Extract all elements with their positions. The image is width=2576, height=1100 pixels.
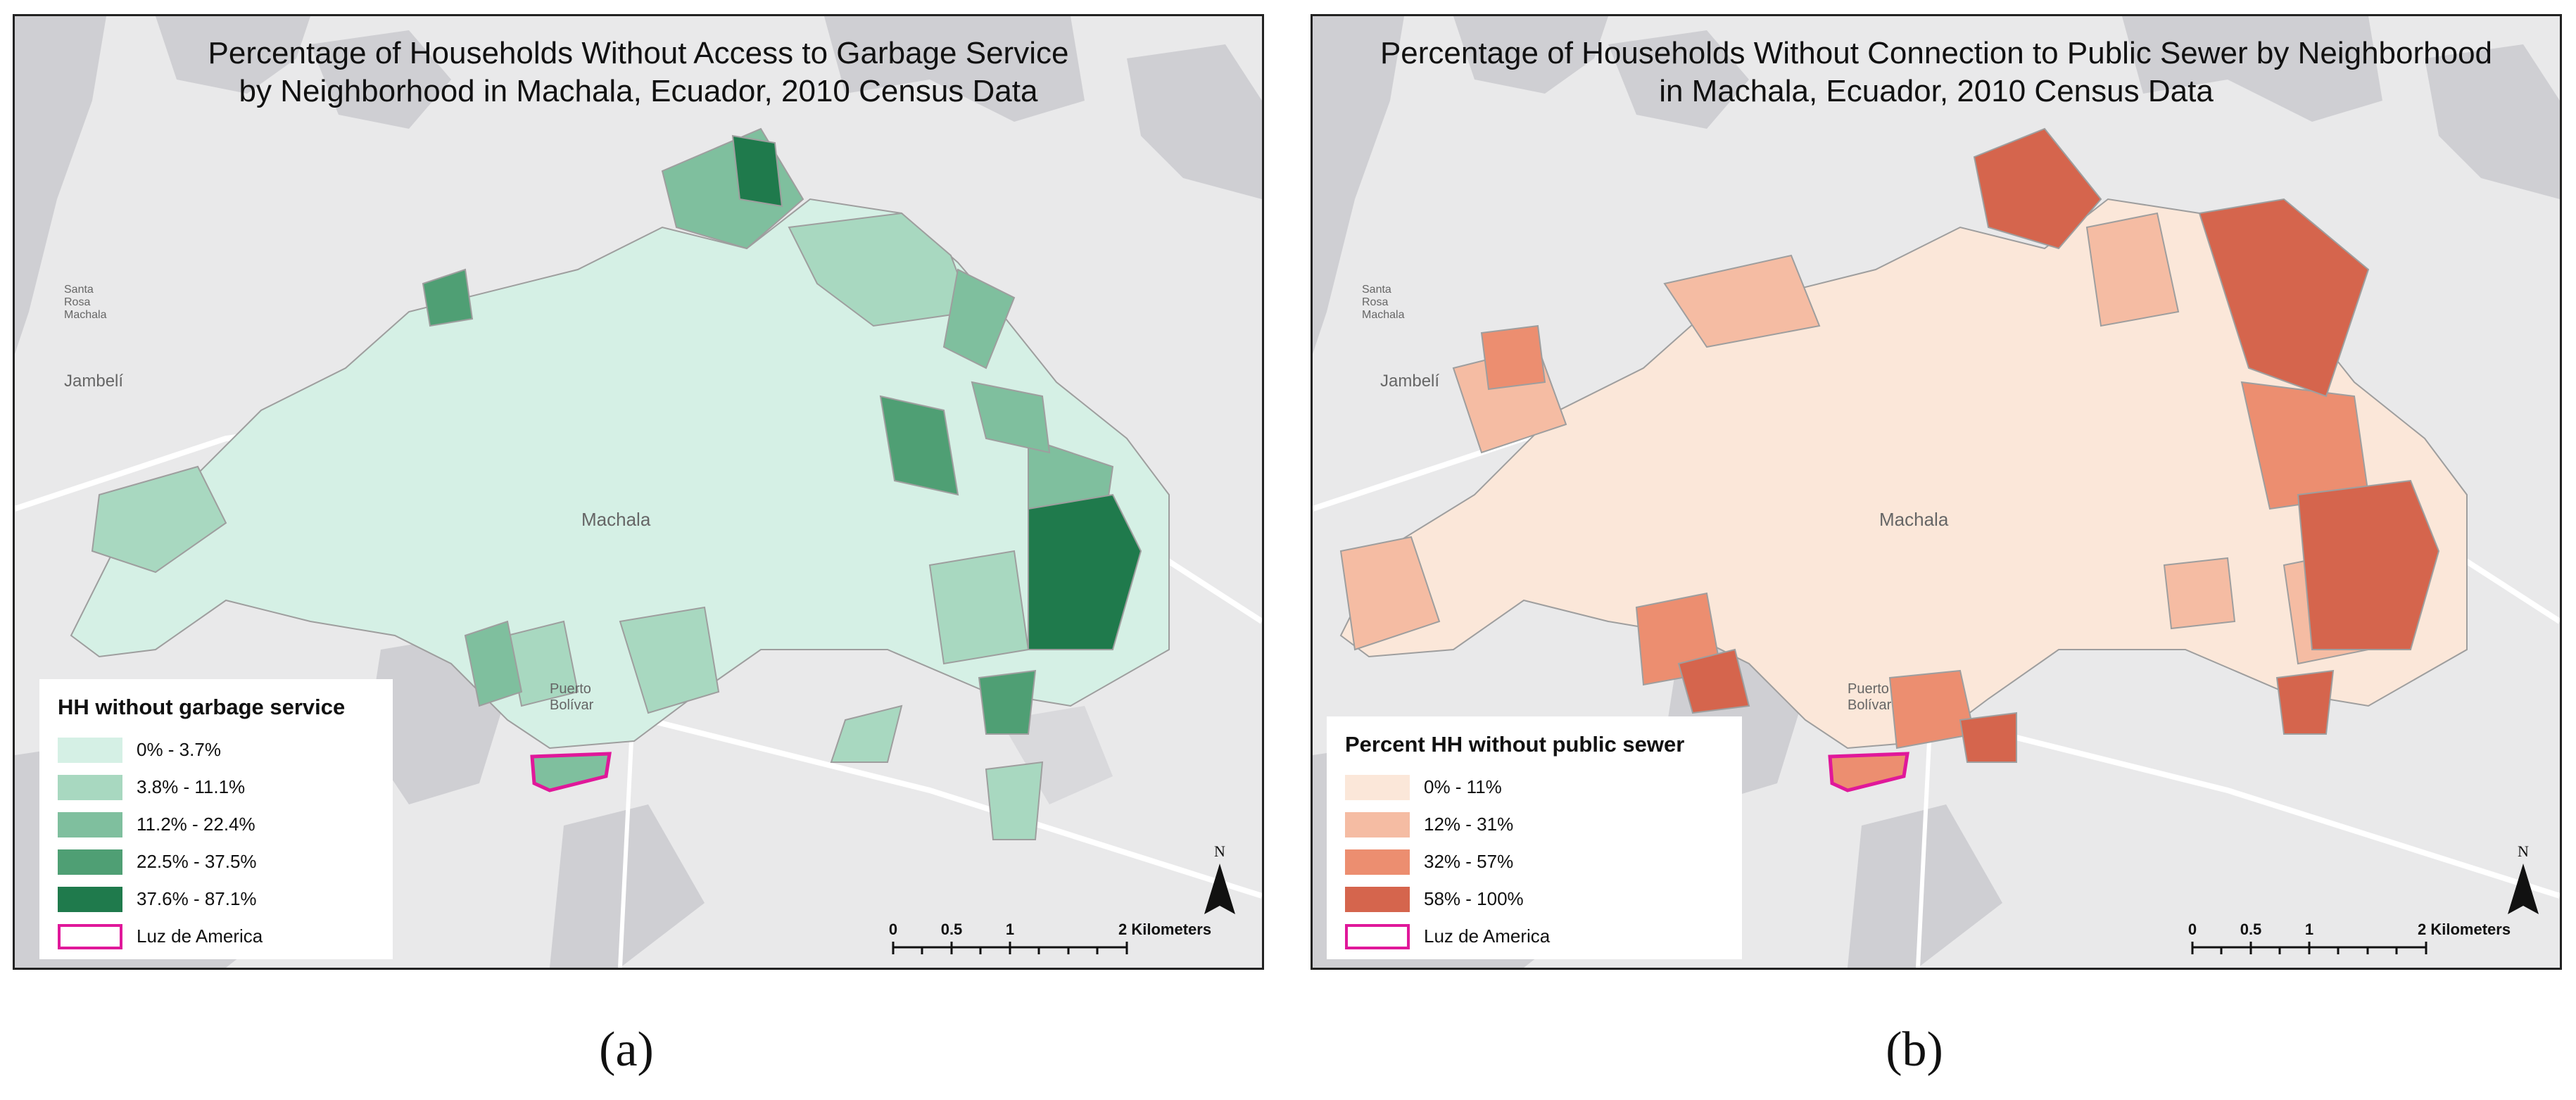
title-line-2: by Neighborhood in Machala, Ecuador, 201… bbox=[239, 74, 1038, 108]
legend-swatch bbox=[58, 849, 122, 875]
north-label: N bbox=[1214, 842, 1225, 860]
legend-item: 12% - 31% bbox=[1345, 806, 1724, 843]
map-legend: Percent HH without public sewer 0% - 11%… bbox=[1327, 716, 1742, 959]
scale-tick-label: 1 bbox=[1006, 921, 1014, 938]
legend-label: 37.6% - 87.1% bbox=[137, 888, 257, 909]
map-panel-sewer: Percentage of Households Without Connect… bbox=[1311, 14, 2562, 970]
place-label-puerto-bolivar: Puerto Bolívar bbox=[1848, 681, 1892, 713]
scale-tick-label: 0 bbox=[2188, 921, 2197, 938]
legend-item: 11.2% - 22.4% bbox=[58, 806, 374, 843]
legend-item: 0% - 3.7% bbox=[58, 731, 374, 769]
legend-label: 0% - 3.7% bbox=[137, 739, 221, 760]
legend-label: 58% - 100% bbox=[1424, 888, 1524, 909]
legend-item: Luz de America bbox=[58, 918, 374, 955]
legend-label: 32% - 57% bbox=[1424, 851, 1514, 872]
legend-swatch bbox=[1345, 886, 1410, 912]
map-legend: HH without garbage service 0% - 3.7% 3.8… bbox=[39, 679, 393, 959]
legend-outline-label: Luz de America bbox=[137, 925, 263, 947]
legend-swatch bbox=[58, 774, 122, 800]
legend-swatch bbox=[58, 886, 122, 912]
north-arrow-icon: N bbox=[1204, 842, 1235, 914]
legend-title: Percent HH without public sewer bbox=[1345, 732, 1685, 757]
north-arrow-icon: N bbox=[2508, 842, 2539, 914]
legend-label: 0% - 11% bbox=[1424, 776, 1502, 797]
legend-swatch bbox=[1345, 774, 1410, 800]
title-line-1: Percentage of Households Without Access … bbox=[208, 36, 1069, 70]
place-label-machala: Machala bbox=[1879, 509, 1949, 530]
scale-tick-label: 0.5 bbox=[2240, 921, 2262, 938]
legend-outline-swatch bbox=[1345, 923, 1410, 949]
place-label-jambeli: Jambelí bbox=[1380, 372, 1440, 391]
legend-swatch bbox=[1345, 811, 1410, 837]
legend-item: 0% - 11% bbox=[1345, 769, 1724, 806]
legend-label: 11.2% - 22.4% bbox=[137, 814, 255, 835]
map-panel-garbage: Percentage of Households Without Access … bbox=[13, 14, 1264, 970]
north-label: N bbox=[2518, 842, 2529, 860]
scale-tick-label: 1 bbox=[2305, 921, 2313, 938]
legend-label: 12% - 31% bbox=[1424, 814, 1514, 835]
legend-item: Luz de America bbox=[1345, 918, 1724, 955]
legend-title: HH without garbage service bbox=[58, 695, 346, 719]
place-label-santa-rosa: Santa Rosa Machala bbox=[1362, 284, 1405, 321]
legend-item: 58% - 100% bbox=[1345, 880, 1724, 918]
figure-caption-b: (b) bbox=[1886, 1023, 1943, 1077]
scale-tick-label: 0 bbox=[889, 921, 897, 938]
legend-outline-label: Luz de America bbox=[1424, 925, 1551, 947]
figure-caption-a: (a) bbox=[599, 1023, 654, 1077]
map-title: Percentage of Households Without Access … bbox=[15, 34, 1262, 110]
title-line-2: in Machala, Ecuador, 2010 Census Data bbox=[1659, 74, 2214, 108]
legend-item: 32% - 57% bbox=[1345, 843, 1724, 880]
legend-swatch bbox=[58, 811, 122, 837]
legend-item: 3.8% - 11.1% bbox=[58, 769, 374, 806]
legend-outline-swatch bbox=[58, 923, 122, 949]
scale-tick-label: 2 Kilometers bbox=[1118, 921, 1211, 938]
scale-tick-label: 0.5 bbox=[941, 921, 963, 938]
place-label-machala: Machala bbox=[581, 509, 651, 530]
legend-swatch bbox=[58, 737, 122, 763]
scale-bar: 0 0.5 1 2 Kilometers bbox=[889, 921, 1211, 954]
scale-bar: 0 0.5 1 2 Kilometers bbox=[2188, 921, 2511, 954]
legend-item: 22.5% - 37.5% bbox=[58, 843, 374, 880]
title-line-1: Percentage of Households Without Connect… bbox=[1379, 36, 2493, 70]
legend-swatch bbox=[1345, 849, 1410, 875]
place-label-puerto-bolivar: Puerto Bolívar bbox=[550, 681, 594, 713]
legend-label: 3.8% - 11.1% bbox=[137, 776, 246, 797]
place-label-jambeli: Jambelí bbox=[64, 372, 124, 391]
legend-label: 22.5% - 37.5% bbox=[137, 851, 257, 872]
scale-tick-label: 2 Kilometers bbox=[2418, 921, 2511, 938]
place-label-santa-rosa: Santa Rosa Machala bbox=[64, 284, 107, 321]
legend-item: 37.6% - 87.1% bbox=[58, 880, 374, 918]
map-title: Percentage of Households Without Connect… bbox=[1313, 34, 2560, 110]
